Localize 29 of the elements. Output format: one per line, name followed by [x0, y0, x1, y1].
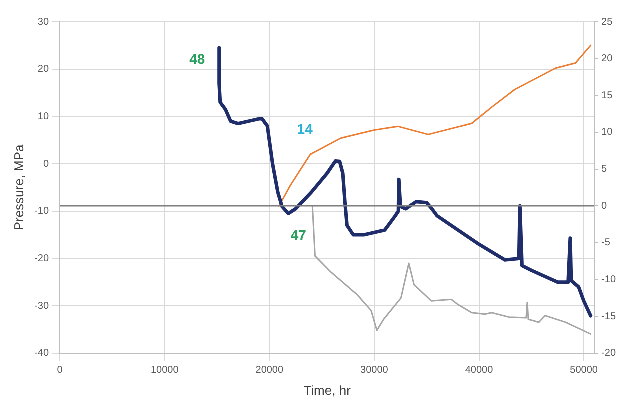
y2-tick-label: 0 — [602, 200, 608, 212]
y-tick-label: -20 — [34, 253, 50, 264]
y2-tick-label: -20 — [602, 348, 616, 360]
x-tick-label: 20000 — [256, 365, 284, 376]
y-tick-label: -40 — [34, 348, 50, 360]
x-tick-label: 10000 — [150, 365, 180, 376]
y2-tick-label: 10 — [602, 127, 614, 138]
y2-tick-label: 5 — [602, 164, 608, 176]
y2-tick-label: 20 — [602, 54, 614, 65]
y-tick-label: -10 — [34, 206, 50, 218]
series-label: 48 — [190, 50, 206, 67]
y-tick-label: 0 — [43, 158, 50, 170]
x-tick-label: 50000 — [570, 365, 598, 376]
y-tick-label: 30 — [38, 16, 50, 28]
y2-tick-label: -5 — [602, 238, 611, 249]
y2-tick-label: 15 — [602, 90, 614, 102]
x-tick-label: 0 — [57, 365, 64, 376]
y-tick-label: 10 — [38, 111, 50, 122]
x-tick-label: 30000 — [360, 365, 389, 376]
y-tick-label: -30 — [34, 300, 50, 312]
series-label: 14 — [297, 120, 314, 137]
x-axis-title: Time, hr — [304, 382, 352, 398]
y2-tick-label: -15 — [602, 311, 616, 322]
x-tick-label: 40000 — [465, 365, 494, 376]
y2-tick-label: -10 — [602, 274, 616, 286]
y-axis-title: Pressure, MPa — [11, 144, 26, 231]
series-label: 47 — [290, 226, 307, 243]
y-tick-label: 20 — [38, 64, 50, 76]
y2-tick-label: 25 — [602, 16, 614, 28]
